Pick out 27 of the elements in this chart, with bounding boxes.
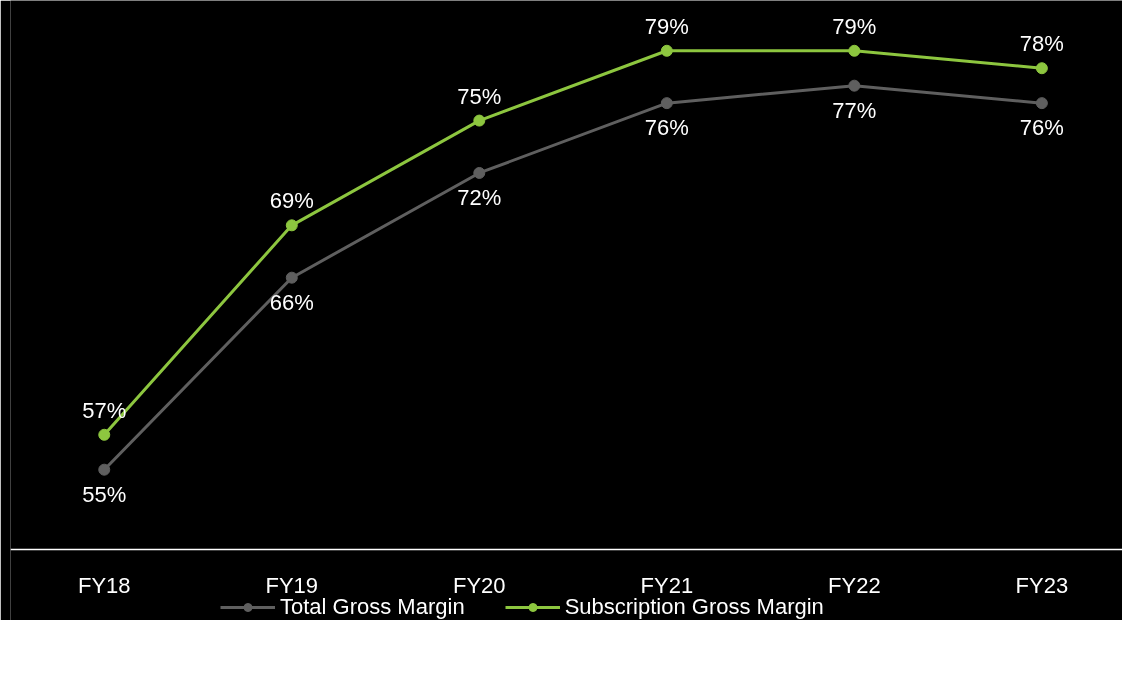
point — [98, 463, 111, 476]
point — [285, 271, 298, 284]
data-label: 78% — [1019, 31, 1064, 57]
data-label: 76% — [1019, 115, 1064, 141]
x-tick-label: FY22 — [828, 573, 881, 599]
data-label: 72% — [457, 184, 502, 210]
point — [1035, 62, 1048, 75]
data-label: 77% — [832, 97, 877, 123]
point — [98, 428, 111, 441]
data-label: 79% — [644, 13, 689, 39]
point — [473, 166, 486, 179]
x-tick-label: FY23 — [1015, 573, 1069, 599]
point — [285, 219, 298, 232]
point — [848, 79, 861, 92]
point — [660, 97, 673, 110]
x-tick-label: FY18 — [77, 573, 131, 599]
data-label: 75% — [457, 83, 502, 109]
data-label: 76% — [644, 115, 689, 141]
data-label: 79% — [832, 13, 877, 39]
point — [660, 44, 673, 57]
data-label: 66% — [269, 289, 314, 315]
data-label: 55% — [82, 481, 127, 507]
data-label: 69% — [269, 188, 314, 214]
point — [473, 114, 486, 127]
data-label: 57% — [82, 397, 127, 423]
point — [848, 44, 861, 57]
point — [1035, 97, 1048, 110]
